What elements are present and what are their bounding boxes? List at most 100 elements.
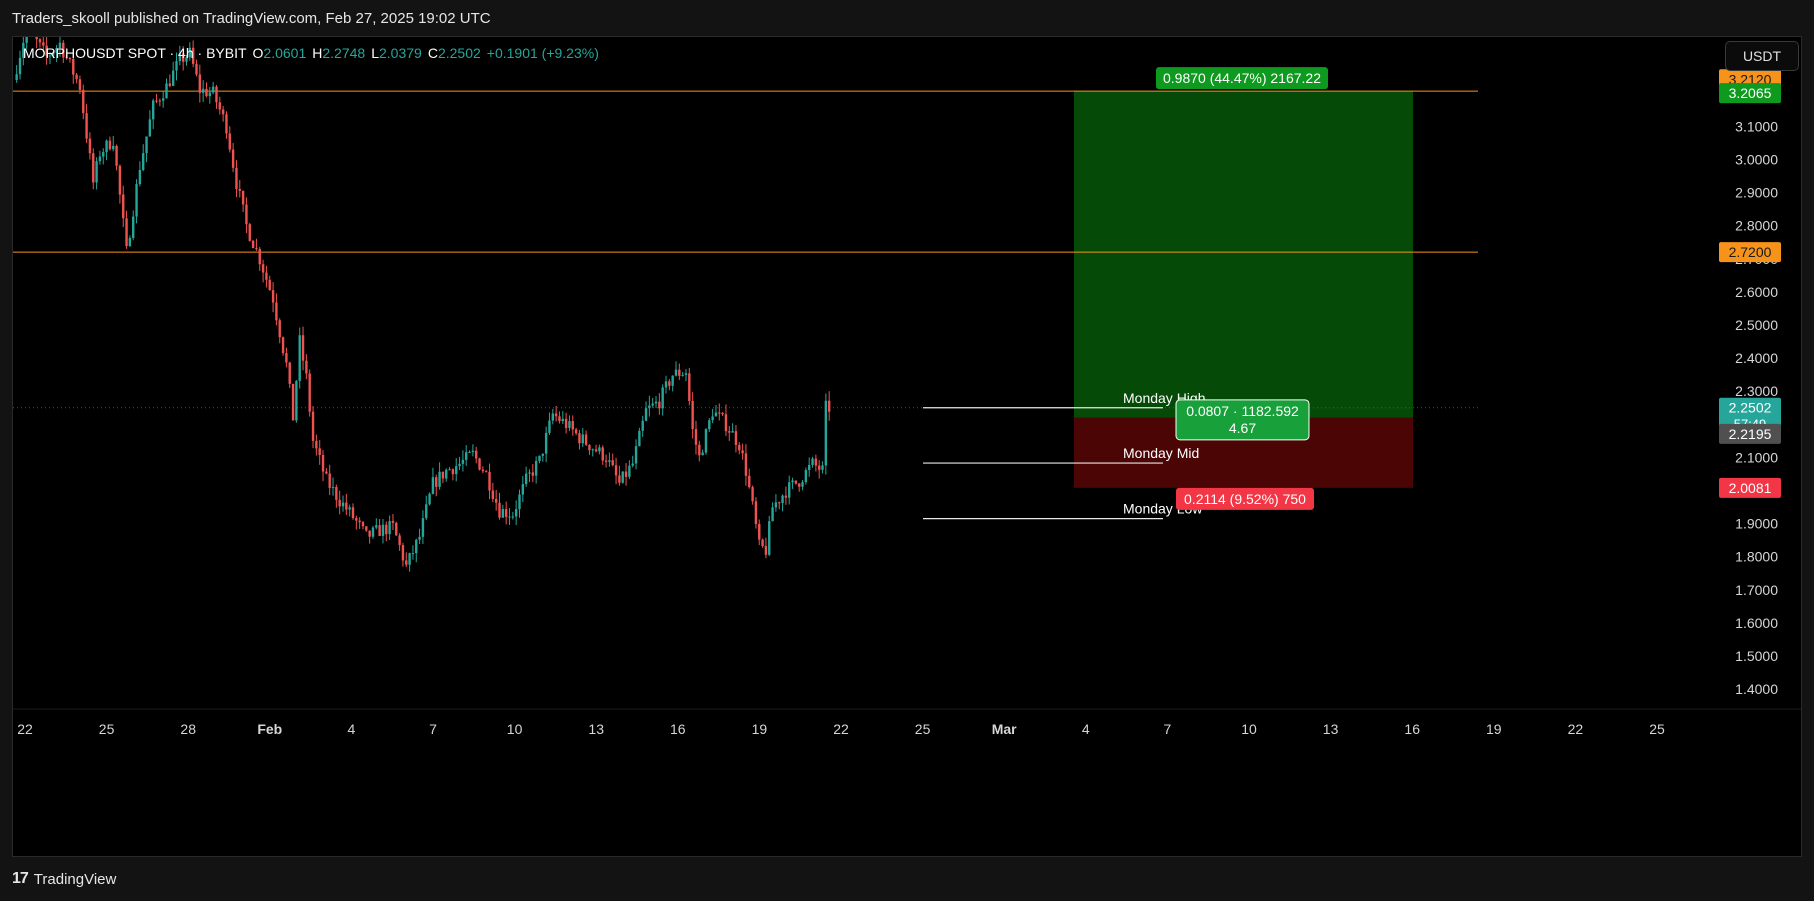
candle <box>721 412 724 417</box>
candle-body <box>491 490 495 499</box>
candle <box>564 412 568 434</box>
candle <box>401 542 405 567</box>
chart-frame[interactable]: Monday High Monday Mid Monday Low 0.9870 (… <box>12 36 1802 857</box>
candle-body <box>778 502 781 504</box>
candle <box>125 210 128 249</box>
candle-body <box>724 414 728 432</box>
candle <box>518 489 521 518</box>
candle-body <box>395 522 398 536</box>
candle-body <box>731 431 734 433</box>
candle-body <box>241 190 245 205</box>
candle <box>445 468 448 482</box>
candle-body <box>132 216 135 238</box>
candle <box>718 403 721 421</box>
candle-body <box>88 138 92 154</box>
candle-body <box>811 458 814 465</box>
candle <box>418 528 421 544</box>
candle-body <box>105 140 108 153</box>
candle <box>604 454 608 468</box>
candle <box>588 444 591 455</box>
candle <box>268 275 271 291</box>
candle <box>158 98 162 107</box>
candle <box>238 179 241 198</box>
candle-body <box>328 473 331 488</box>
candle-body <box>528 472 531 474</box>
candle-body <box>611 460 614 466</box>
candle-body <box>175 61 178 71</box>
candle-body <box>827 400 831 412</box>
candle-body <box>594 449 598 452</box>
candle <box>278 318 281 344</box>
candle-body <box>584 434 588 445</box>
candle <box>102 148 105 165</box>
candle <box>704 428 708 455</box>
brand-name: TradingView <box>33 870 117 888</box>
target-label-bg <box>1156 67 1328 90</box>
price-badge-bg <box>1719 83 1781 104</box>
candle <box>38 38 42 48</box>
high-value: 2.2748 <box>322 45 366 61</box>
candle <box>651 397 654 408</box>
candle <box>375 518 378 530</box>
price-tick: 2.5000 <box>1735 317 1778 333</box>
candle <box>45 37 48 65</box>
candle-body <box>62 42 65 58</box>
candle <box>621 471 624 484</box>
candle <box>142 144 145 172</box>
candle-body <box>817 465 821 470</box>
candle-body <box>648 405 651 409</box>
profit-zone <box>1074 91 1413 418</box>
candle-body <box>401 545 405 561</box>
candle <box>448 467 451 471</box>
candle-body <box>251 240 255 249</box>
candle <box>644 401 648 422</box>
candle <box>801 479 804 491</box>
candle-body <box>238 188 241 191</box>
candle-body <box>351 507 355 518</box>
candle-body <box>581 434 584 444</box>
candle-body <box>564 418 568 428</box>
price-tick: 3.1000 <box>1735 118 1778 134</box>
stop-label-bg <box>1176 487 1314 510</box>
candle-body <box>504 509 508 517</box>
candle-body <box>128 237 132 247</box>
candle <box>285 347 288 368</box>
time-tick: 13 <box>1323 721 1339 737</box>
candle <box>441 471 445 484</box>
candle-body <box>318 448 321 455</box>
time-axis: 22 25 28 Feb 4 7 10 13 16 19 22 25 Mar 4 7 10 13 16 19 22 25 <box>13 708 1801 737</box>
candle <box>161 90 165 108</box>
candle-body <box>428 493 431 505</box>
candle <box>551 408 554 425</box>
candle-body <box>481 469 485 472</box>
candle <box>778 501 781 510</box>
candle <box>298 327 301 389</box>
candle <box>804 467 808 485</box>
candle-body <box>68 57 72 60</box>
candle <box>678 363 681 381</box>
candle-body <box>721 412 724 415</box>
candle <box>488 463 491 500</box>
candle-body <box>125 218 128 247</box>
candle-body <box>35 37 38 40</box>
candle-body <box>82 89 85 114</box>
candle-body <box>85 113 88 139</box>
candle <box>155 93 158 104</box>
candle-body <box>265 272 268 280</box>
open-value: 2.0601 <box>263 45 307 61</box>
price-tick: 1.5000 <box>1735 648 1778 664</box>
candle-body <box>408 553 411 565</box>
candle <box>135 179 138 224</box>
close-label: C <box>427 45 438 61</box>
candle <box>827 391 831 421</box>
candle-body <box>618 475 621 483</box>
candle-body <box>231 149 235 168</box>
candle <box>305 354 308 380</box>
time-tick: 28 <box>180 721 196 737</box>
candle <box>218 96 221 115</box>
candle <box>328 464 331 495</box>
candle <box>388 515 391 540</box>
currency-button[interactable]: USDT <box>1725 41 1799 71</box>
